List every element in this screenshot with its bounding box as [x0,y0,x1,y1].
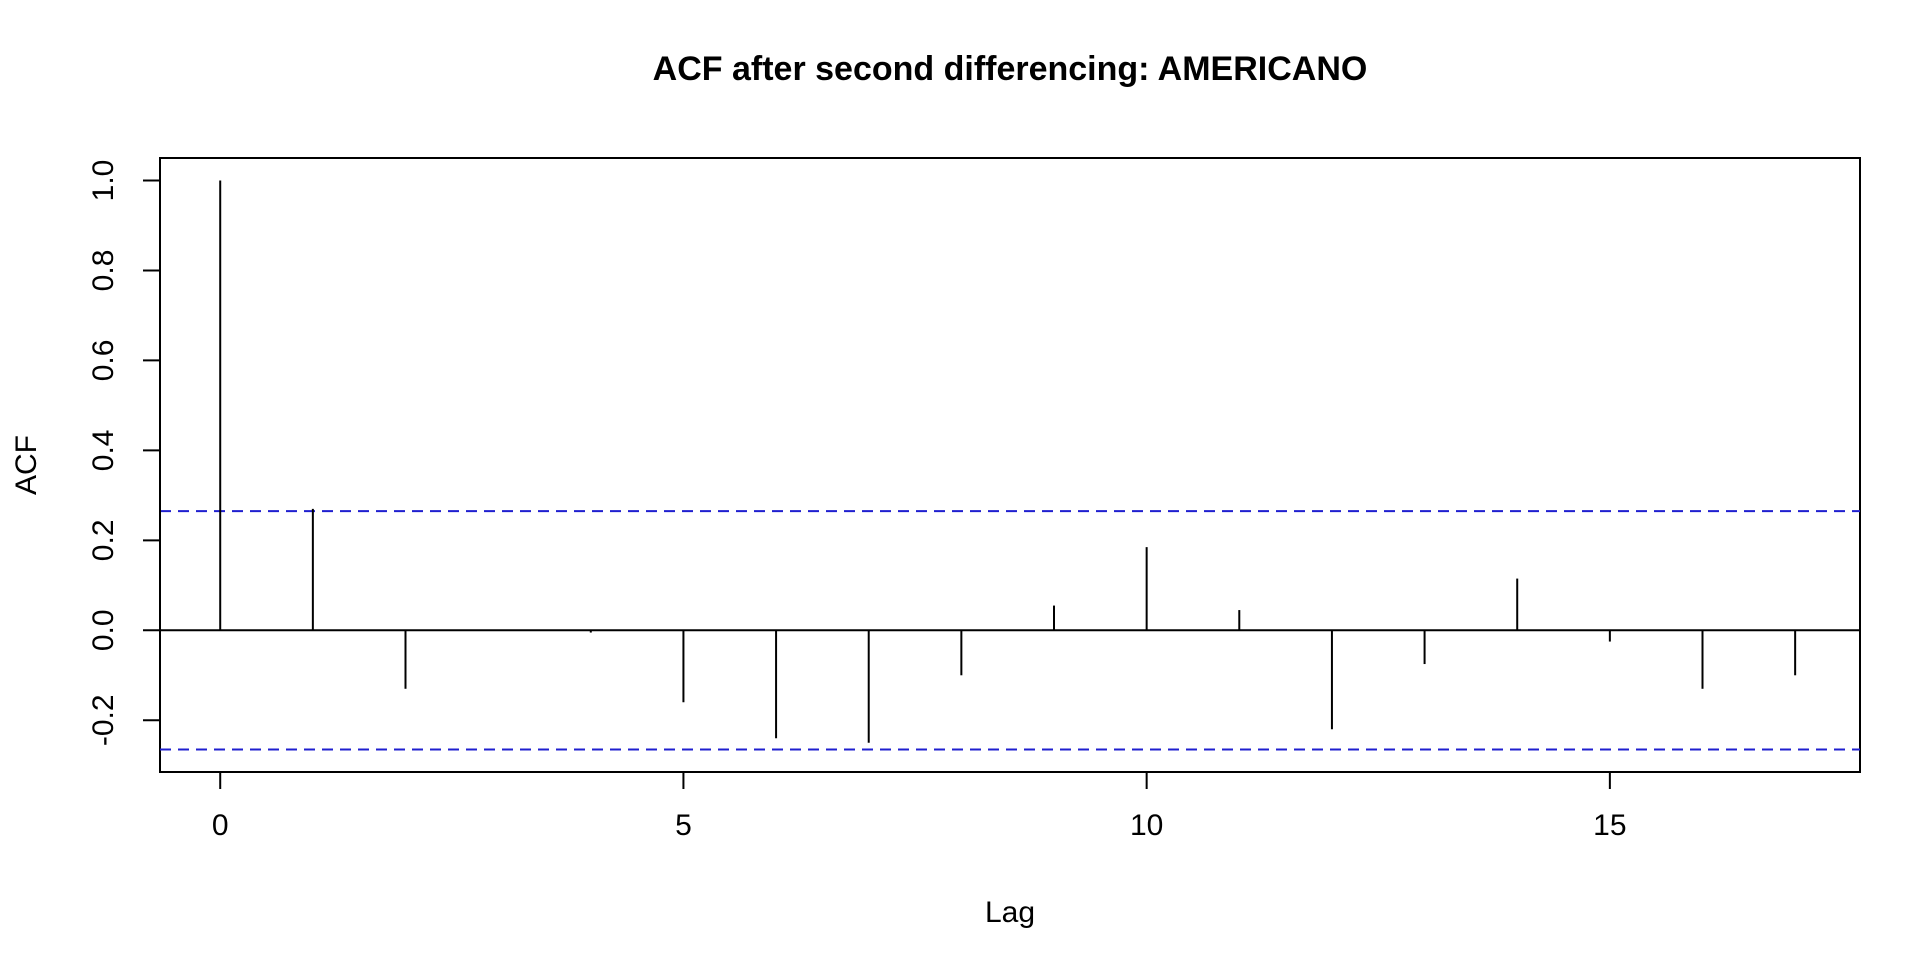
confidence-bands [160,510,1860,751]
y-tick-label: 1.0 [87,160,120,202]
acf-spikes [219,180,1797,743]
y-tick-label: 0.2 [87,519,120,561]
plot-frame [159,157,1861,773]
x-tick-label: 15 [1593,809,1626,842]
y-tick-label: 0.4 [87,430,120,472]
y-tick-label: 0.8 [87,250,120,292]
y-axis-label: ACF [10,435,43,495]
y-tick-label: 0.6 [87,340,120,382]
x-axis-label: Lag [985,896,1035,929]
y-tick-label: 0.0 [87,609,120,651]
chart-title: ACF after second differencing: AMERICANO [653,50,1368,88]
x-axis: 0 5 10 15 [212,771,1627,842]
x-tick-label: 0 [212,809,229,842]
x-tick-label: 10 [1130,809,1163,842]
x-tick-label: 5 [675,809,692,842]
y-axis: -0.2 0.0 0.2 0.4 0.6 0.8 1.0 [87,160,161,746]
y-tick-label: -0.2 [87,694,120,746]
